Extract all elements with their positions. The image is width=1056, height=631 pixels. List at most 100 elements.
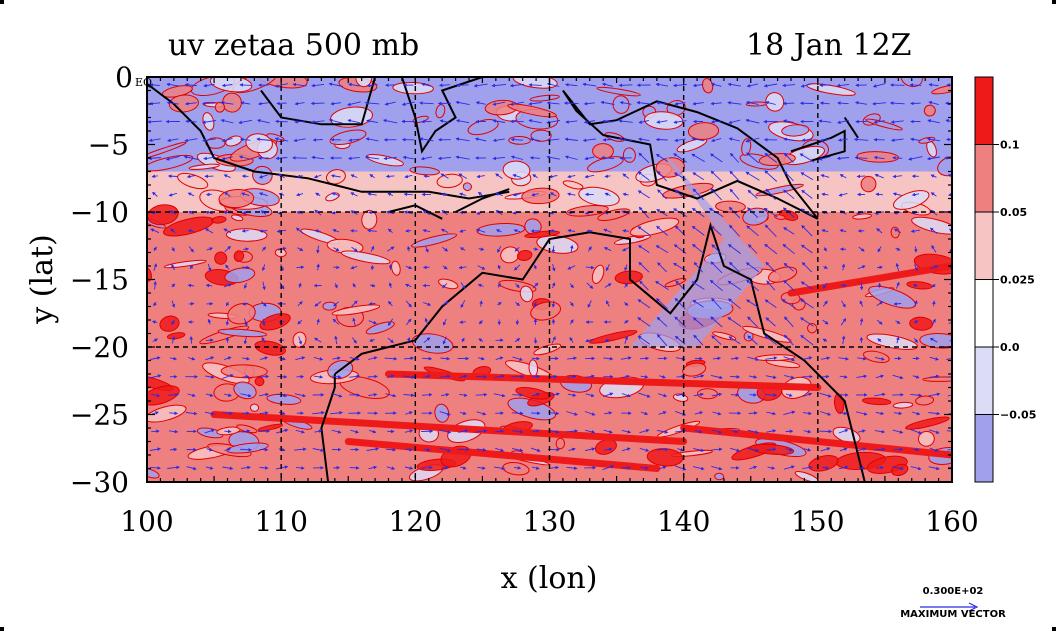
wind-arrow — [478, 247, 485, 251]
wind-arrow — [383, 156, 397, 161]
wind-arrow — [514, 338, 521, 343]
wind-arrow — [728, 298, 741, 310]
wind-arrow — [711, 244, 722, 254]
wind-arrow — [621, 447, 631, 452]
vorticity-patch — [226, 442, 269, 454]
wind-arrow — [820, 356, 831, 360]
wind-arrow — [910, 466, 922, 471]
wind-arrow — [567, 192, 576, 196]
wind-arrow — [240, 101, 251, 105]
wind-arrow — [911, 192, 920, 197]
wind-arrow — [257, 101, 269, 106]
wind-arrow — [476, 228, 486, 233]
wind-arrow — [151, 411, 159, 415]
wind-arrow — [149, 83, 160, 87]
wind-arrow — [185, 119, 197, 124]
wind-arrow — [895, 320, 901, 324]
wind-arrow — [311, 155, 325, 160]
wind-arrow — [818, 156, 832, 161]
wind-arrow — [656, 120, 668, 124]
wind-arrow — [295, 356, 306, 361]
wind-arrow — [945, 119, 952, 123]
wind-arrow — [638, 137, 650, 142]
wind-arrow — [604, 411, 613, 415]
wind-arrow — [474, 137, 487, 142]
wind-arrow — [515, 283, 520, 289]
wind-arrow — [366, 83, 378, 88]
wind-arrow — [459, 210, 466, 215]
wind-arrow — [949, 338, 952, 343]
wind-arrow — [439, 119, 450, 124]
wind-arrow — [313, 174, 322, 179]
wind-arrow — [746, 83, 759, 88]
wind-arrow — [947, 174, 952, 178]
vorticity-patch — [918, 136, 936, 144]
wind-arrow — [837, 101, 849, 105]
wind-arrow — [168, 392, 179, 397]
wind-arrow — [477, 191, 484, 197]
wind-arrow — [730, 356, 740, 361]
wind-arrow — [184, 82, 198, 87]
vorticity-patch — [254, 376, 265, 387]
wind-arrow — [205, 356, 215, 361]
wind-arrow — [352, 317, 356, 326]
vorticity-patch — [676, 138, 708, 153]
wind-arrow — [584, 156, 595, 161]
wind-arrow — [497, 302, 502, 306]
wind-arrow — [764, 299, 777, 308]
wind-arrow — [404, 429, 414, 433]
wind-arrow — [800, 281, 813, 290]
wind-arrow — [838, 429, 849, 434]
wind-arrow — [458, 429, 469, 433]
colorbar-label: −0.05 — [1000, 409, 1036, 422]
wind-arrow — [584, 174, 595, 179]
wind-arrow — [405, 447, 413, 452]
wind-arrow — [567, 393, 577, 397]
wind-arrow — [223, 283, 232, 288]
wind-arrow — [639, 447, 650, 452]
wind-arrow — [495, 173, 503, 179]
wind-arrow — [781, 299, 796, 309]
wind-arrow — [531, 192, 539, 197]
wind-arrow — [437, 156, 452, 161]
wind-arrow — [656, 209, 668, 217]
vorticity-patch — [249, 403, 260, 412]
wind-arrow — [729, 447, 741, 452]
wind-arrow — [238, 155, 252, 160]
wind-arrow — [783, 262, 794, 272]
wind-arrow — [785, 393, 793, 397]
wind-arrow — [583, 101, 595, 106]
wind-arrow — [332, 318, 340, 325]
wind-arrow — [385, 393, 397, 398]
wind-arrow — [765, 101, 776, 105]
wind-arrow — [568, 447, 576, 452]
wind-arrow — [822, 282, 828, 289]
wind-arrow — [783, 279, 795, 291]
wind-arrow — [839, 411, 848, 416]
wind-arrow — [204, 228, 214, 234]
wind-arrow — [438, 83, 450, 88]
y-axis-label: y (lat) — [25, 234, 60, 324]
wind-arrow — [585, 393, 595, 398]
wind-arrow — [386, 466, 396, 470]
wind-arrow — [331, 192, 341, 197]
wind-arrow — [296, 174, 303, 178]
wind-arrow — [931, 244, 937, 253]
wind-arrow — [368, 392, 378, 397]
wind-arrow — [350, 174, 358, 178]
wind-arrow — [459, 320, 466, 324]
wind-arrow — [928, 466, 940, 471]
wind-arrow — [296, 210, 303, 215]
wind-arrow — [421, 119, 432, 124]
wind-arrow — [932, 300, 936, 307]
wind-arrow — [495, 356, 504, 361]
wind-arrow — [567, 265, 576, 270]
wind-arrow — [224, 245, 231, 253]
wind-arrow — [766, 280, 776, 291]
wind-arrow — [440, 173, 449, 179]
wind-arrow — [459, 374, 468, 379]
wind-arrow — [188, 210, 194, 215]
wind-arrow — [330, 392, 343, 398]
wind-arrow — [168, 192, 178, 197]
